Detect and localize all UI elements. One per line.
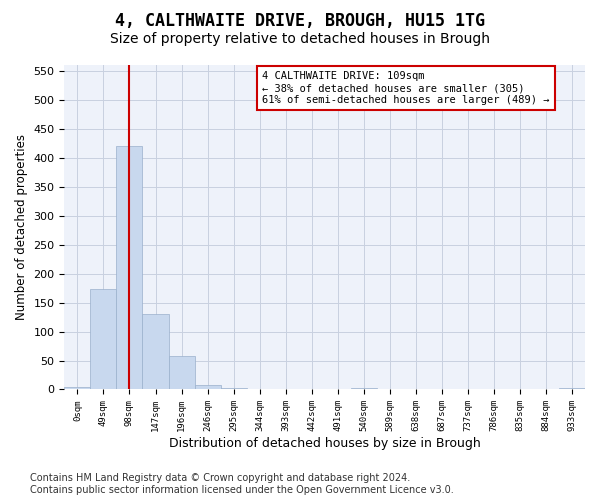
- Text: Size of property relative to detached houses in Brough: Size of property relative to detached ho…: [110, 32, 490, 46]
- X-axis label: Distribution of detached houses by size in Brough: Distribution of detached houses by size …: [169, 437, 481, 450]
- Bar: [116, 146, 142, 390]
- Bar: [142, 314, 169, 390]
- Bar: [559, 388, 585, 390]
- Y-axis label: Number of detached properties: Number of detached properties: [15, 134, 28, 320]
- Bar: [91, 288, 116, 390]
- Text: 4 CALTHWAITE DRIVE: 109sqm
← 38% of detached houses are smaller (305)
61% of sem: 4 CALTHWAITE DRIVE: 109sqm ← 38% of deta…: [262, 72, 550, 104]
- Bar: [351, 388, 377, 390]
- Text: Contains HM Land Registry data © Crown copyright and database right 2024.
Contai: Contains HM Land Registry data © Crown c…: [30, 474, 454, 495]
- Bar: [194, 386, 221, 390]
- Bar: [169, 356, 194, 390]
- Bar: [221, 388, 247, 390]
- Text: 4, CALTHWAITE DRIVE, BROUGH, HU15 1TG: 4, CALTHWAITE DRIVE, BROUGH, HU15 1TG: [115, 12, 485, 30]
- Bar: [64, 386, 91, 390]
